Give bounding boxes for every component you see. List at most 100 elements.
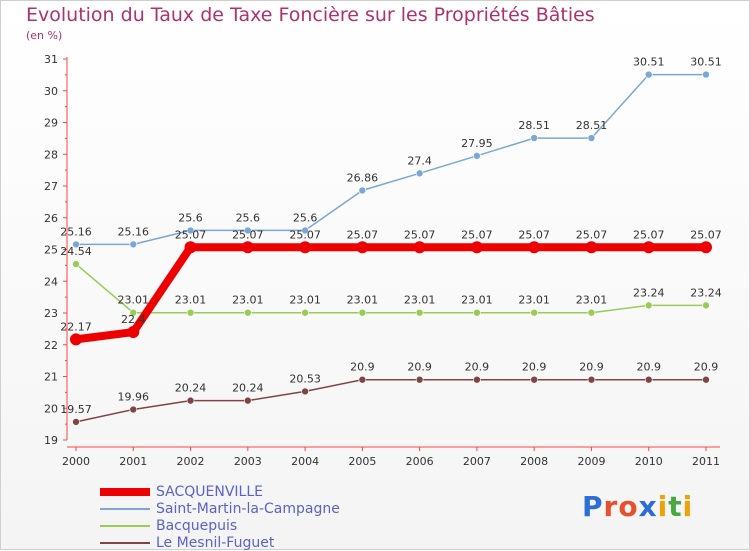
legend-label: Saint-Martin-la-Campagne xyxy=(156,501,340,517)
data-point xyxy=(530,375,538,384)
data-label: 25.07 xyxy=(175,228,207,241)
y-tick-label: 22 xyxy=(44,339,58,352)
data-point xyxy=(644,375,653,384)
proxiti-logo: Proxiti xyxy=(582,490,693,523)
data-point xyxy=(186,308,195,317)
data-point xyxy=(244,396,252,405)
data-label: 26.86 xyxy=(347,171,379,184)
series-layer xyxy=(70,70,712,426)
axes: 19 20 21 22 23 24 25 26 27 28 29 30 31 2000 2001 2002 20… xyxy=(44,53,720,468)
data-label: 25.07 xyxy=(518,228,550,241)
data-point xyxy=(528,241,541,254)
data-labels: 19.57 19.96 20.24 20.24 20.53 20.9 20.9 20.9 20.… xyxy=(60,56,722,416)
data-point xyxy=(186,226,195,235)
data-label: 30.51 xyxy=(633,56,665,69)
data-label: 23.01 xyxy=(461,294,493,307)
data-label: 23.01 xyxy=(404,294,436,307)
x-tick-label: 2005 xyxy=(348,455,376,468)
data-point xyxy=(358,308,367,317)
data-point xyxy=(530,134,538,142)
data-label: 19.96 xyxy=(118,391,150,404)
data-label: 23.01 xyxy=(175,294,207,307)
data-point xyxy=(301,308,309,317)
data-point xyxy=(470,241,483,254)
legend-swatch xyxy=(100,508,150,510)
data-label: 25.07 xyxy=(404,228,436,241)
data-label: 28.51 xyxy=(576,119,608,132)
x-tick-label: 2001 xyxy=(119,455,147,468)
data-point xyxy=(127,326,140,339)
data-point xyxy=(72,418,80,426)
data-label: 23.01 xyxy=(232,294,264,307)
logo-letter: r xyxy=(603,490,619,523)
x-tick-label: 2006 xyxy=(406,455,434,468)
logo-letter: o xyxy=(618,490,639,523)
data-label: 24.54 xyxy=(60,245,92,258)
data-label: 25.6 xyxy=(236,211,261,224)
logo-letter: i xyxy=(657,490,669,523)
logo-letter: x xyxy=(638,490,658,523)
data-label: 25.07 xyxy=(633,228,665,241)
data-label: 25.07 xyxy=(690,228,722,241)
data-label: 28.51 xyxy=(518,119,550,132)
data-point xyxy=(530,308,538,317)
data-point xyxy=(358,186,367,195)
x-tick-label: 2010 xyxy=(635,455,663,468)
data-label: 20.24 xyxy=(232,382,264,395)
logo-letter: i xyxy=(682,490,694,523)
data-point xyxy=(415,308,424,317)
data-label: 23.01 xyxy=(576,294,608,307)
data-point xyxy=(702,301,710,310)
data-point xyxy=(473,308,481,317)
chart-title: Evolution du Taux de Taxe Foncière sur l… xyxy=(26,4,595,26)
legend-swatch xyxy=(100,488,150,496)
data-point xyxy=(184,241,197,254)
data-label: 20.24 xyxy=(175,382,207,395)
data-label: 20.9 xyxy=(465,361,490,374)
data-label: 20.9 xyxy=(407,361,432,374)
y-tick-label: 26 xyxy=(44,212,58,225)
data-label: 20.9 xyxy=(579,361,604,374)
data-label: 20.9 xyxy=(522,361,547,374)
data-point xyxy=(301,226,309,235)
legend-swatch xyxy=(100,542,150,544)
y-tick-label: 19 xyxy=(44,434,58,447)
data-point xyxy=(702,70,710,79)
data-point xyxy=(129,308,138,317)
data-label: 25.16 xyxy=(118,225,150,238)
y-tick-label: 31 xyxy=(44,53,58,66)
x-tick-label: 2000 xyxy=(62,455,90,468)
data-point xyxy=(473,152,481,160)
y-tick-label: 20 xyxy=(44,402,58,415)
data-label: 25.07 xyxy=(232,228,264,241)
data-point xyxy=(129,240,138,249)
data-label: 20.9 xyxy=(636,361,661,374)
series-line-2 xyxy=(75,263,707,314)
legend-item: Le Mesnil-Fuguet xyxy=(100,535,274,551)
data-point xyxy=(241,241,254,254)
y-tick-label: 23 xyxy=(44,307,58,320)
data-label: 23.01 xyxy=(518,294,550,307)
data-label: 25.07 xyxy=(576,228,608,241)
legend-label: SACQUENVILLE xyxy=(156,484,263,500)
data-label: 25.6 xyxy=(293,211,318,224)
y-tick-label: 28 xyxy=(44,148,58,161)
data-label: 25.6 xyxy=(178,211,203,224)
legend-item: SACQUENVILLE xyxy=(100,484,263,500)
data-point xyxy=(585,241,598,254)
data-point xyxy=(129,405,138,414)
data-point xyxy=(642,241,655,254)
y-tick-label: 21 xyxy=(44,371,58,384)
y-axis-unit: (en %) xyxy=(26,29,63,42)
logo-letter: P xyxy=(582,490,604,523)
data-point xyxy=(299,241,312,254)
data-label: 27.95 xyxy=(461,137,493,150)
series-line-0 xyxy=(72,243,710,344)
data-point xyxy=(415,375,424,384)
data-point xyxy=(702,375,710,384)
data-label: 20.9 xyxy=(694,361,719,374)
data-point xyxy=(301,387,309,396)
x-tick-label: 2002 xyxy=(177,455,205,468)
data-label: 23.01 xyxy=(289,294,321,307)
